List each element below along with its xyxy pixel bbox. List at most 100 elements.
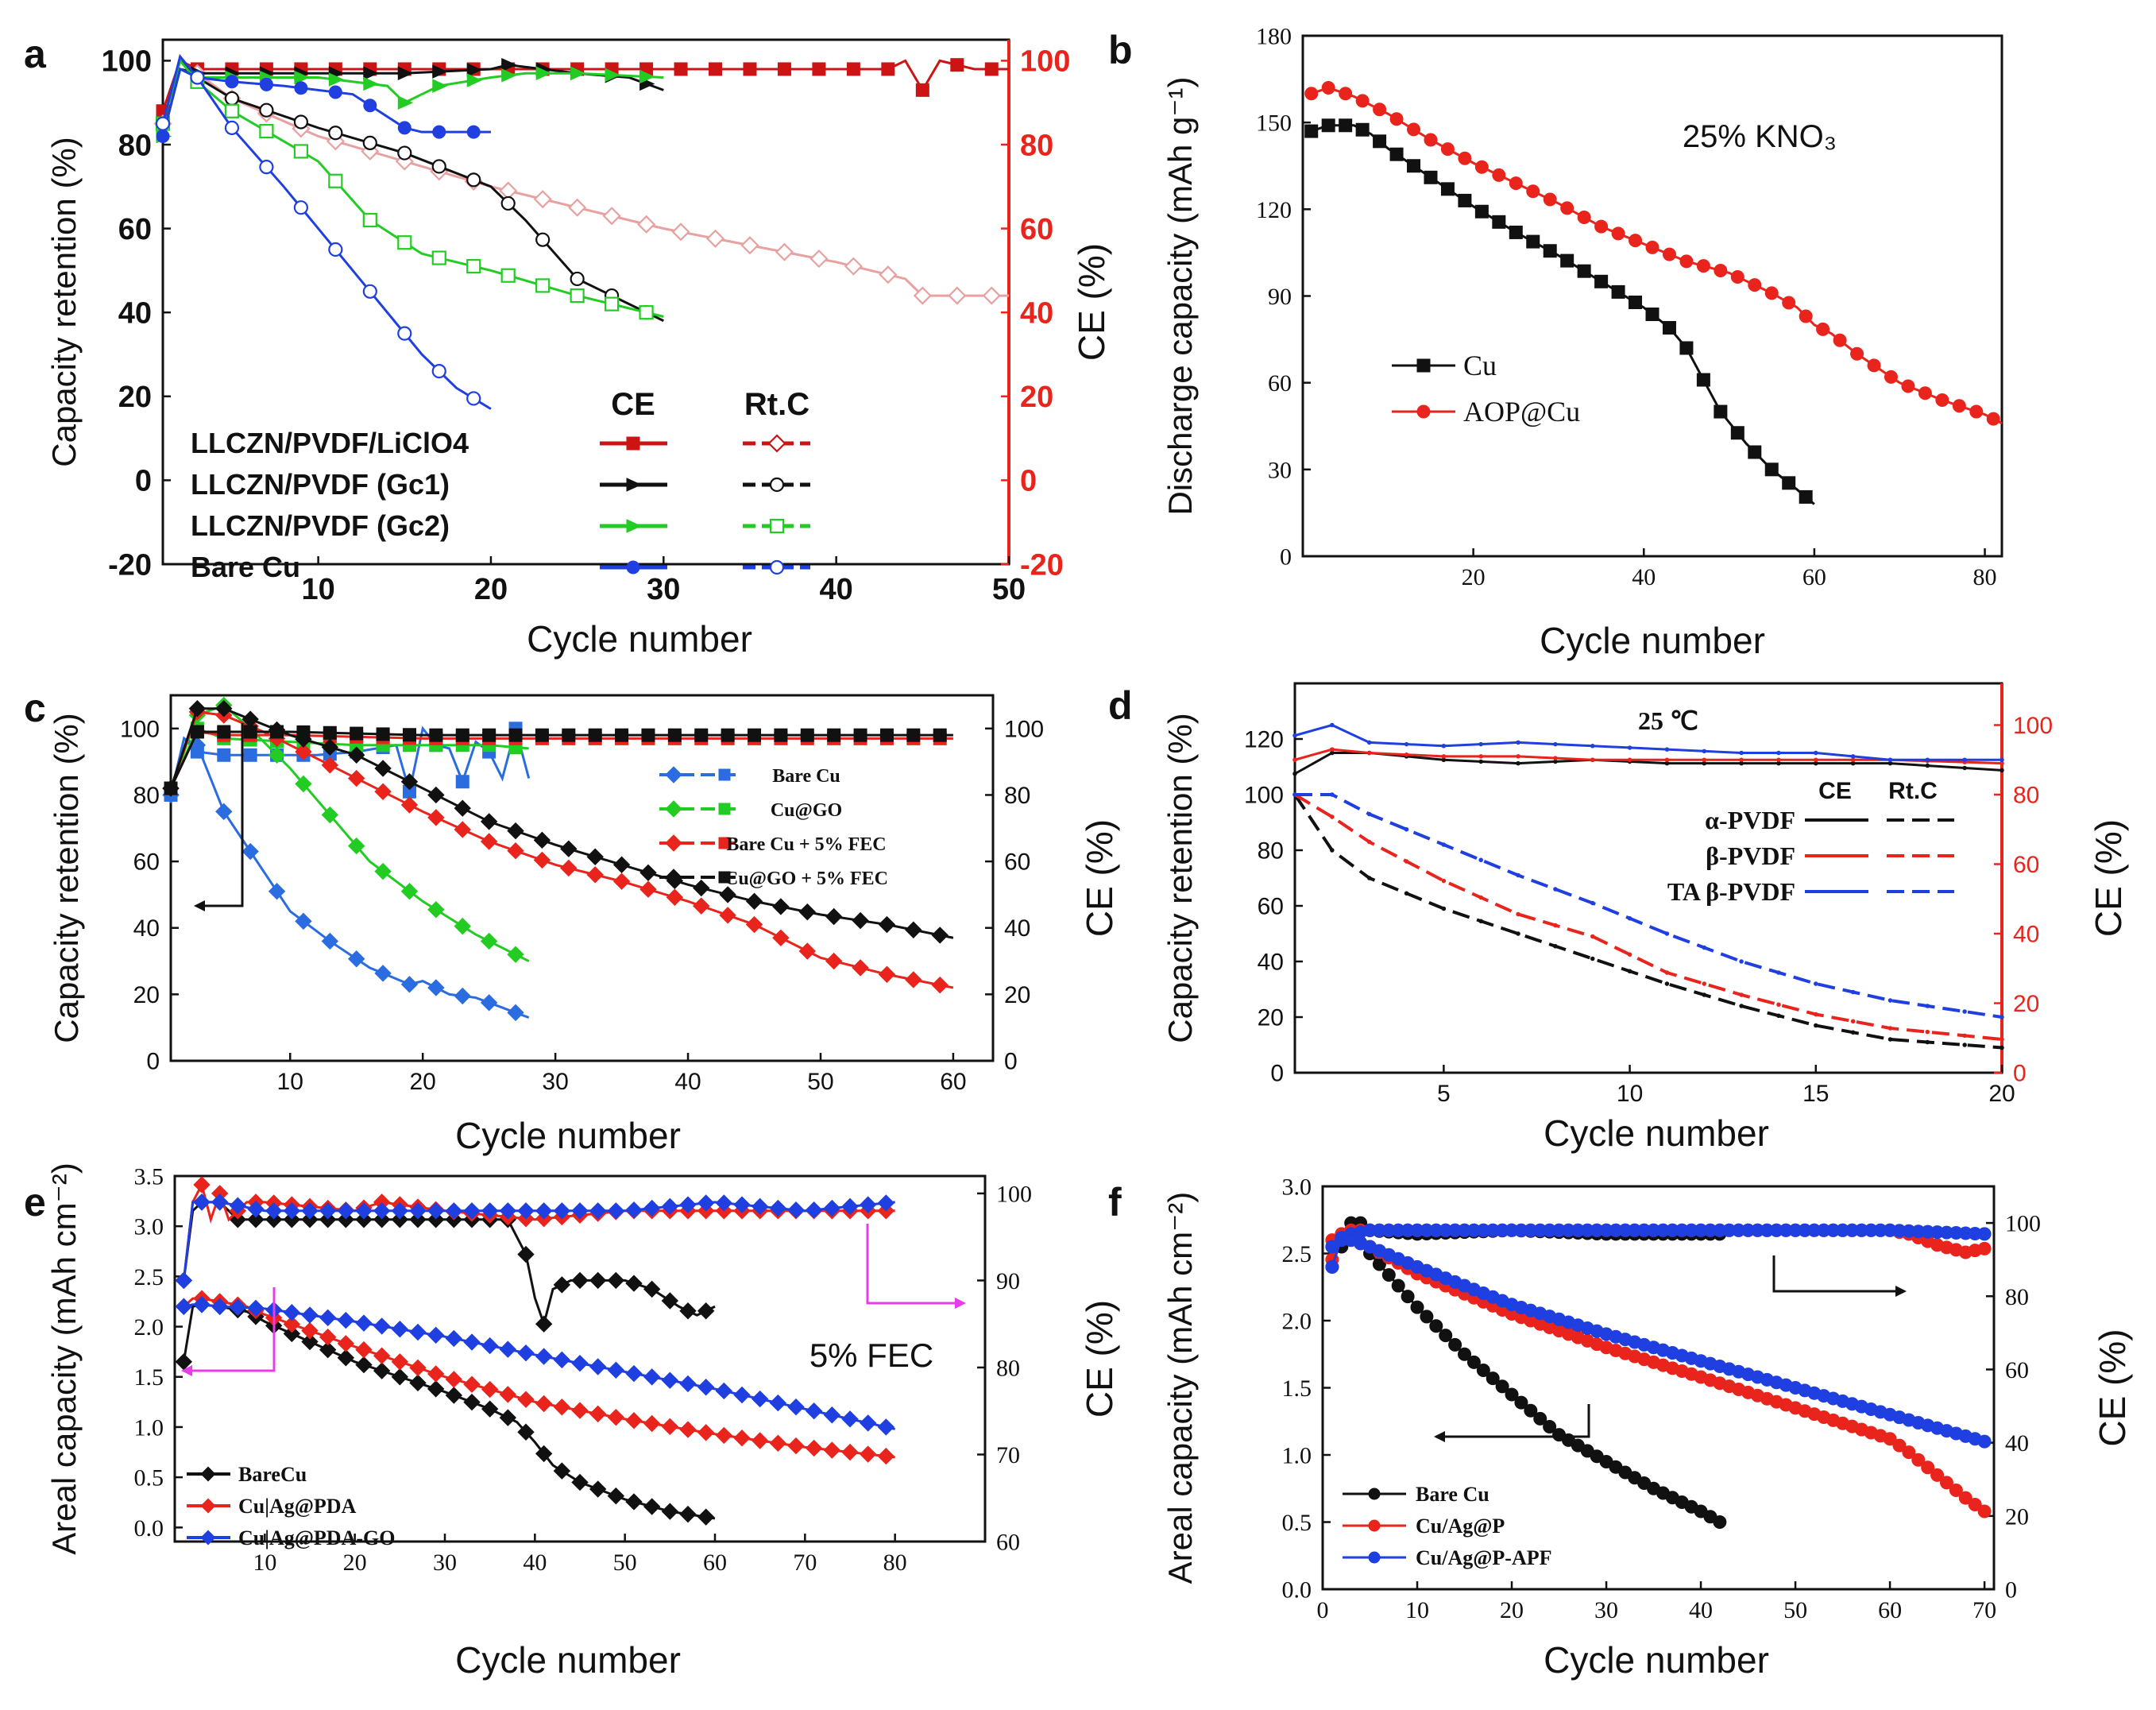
x-tick-label: 60 (1802, 564, 1826, 590)
y-tick-label: 60 (1268, 370, 1292, 397)
y2-tick-label: 60 (2005, 1357, 2029, 1383)
data-point (560, 840, 578, 857)
data-point (1664, 931, 1670, 936)
y-tick-label: 1.5 (134, 1364, 164, 1391)
data-point (1590, 757, 1595, 762)
data-point (1410, 1300, 1424, 1314)
data-point (1664, 760, 1670, 766)
data-point (350, 726, 364, 741)
data-point (427, 1211, 445, 1228)
data-point (1645, 240, 1660, 254)
data-point (1627, 969, 1632, 973)
data-point (481, 1400, 499, 1418)
data-point (1526, 184, 1540, 199)
legend-label: Bare Cu (1416, 1483, 1489, 1506)
y2-axis-title: CE (%) (1071, 243, 1112, 361)
data-point (501, 57, 517, 72)
data-point (1516, 872, 1520, 878)
axis-pointer-arrowhead (194, 900, 205, 911)
legend-marker (718, 837, 731, 849)
y2-tick-label: 80 (1020, 129, 1053, 162)
data-point (1292, 757, 1297, 762)
y2-tick-label: 20 (2005, 1503, 2029, 1530)
data-point (1594, 274, 1609, 288)
data-point (697, 1424, 715, 1441)
data-point (607, 1361, 625, 1379)
data-point (661, 1503, 679, 1520)
data-point (643, 1498, 661, 1515)
data-point (241, 710, 259, 728)
data-point (1389, 147, 1404, 161)
data-point (1730, 269, 1745, 284)
data-point (805, 1439, 823, 1457)
data-point (1887, 1037, 1893, 1042)
data-point (625, 1493, 643, 1511)
y2-tick-label: 100 (2005, 1211, 2041, 1237)
y2-tick-label: 0 (1020, 465, 1037, 498)
data-point (374, 760, 392, 777)
data-point (1814, 981, 1818, 986)
data-point (283, 1202, 301, 1220)
data-point (243, 748, 257, 762)
y-tick-label: 40 (133, 915, 160, 942)
legend-marker (1416, 404, 1431, 419)
data-point (1627, 745, 1632, 750)
data-point (859, 1414, 877, 1432)
data-point (1925, 1004, 1930, 1008)
y-tick-label: 60 (1258, 894, 1284, 920)
legend-label: BareCu (238, 1463, 307, 1486)
data-point (1739, 959, 1744, 964)
data-point (1458, 193, 1472, 207)
data-point (1935, 393, 1949, 407)
data-point (427, 979, 445, 996)
data-point (1429, 1319, 1443, 1333)
data-point (643, 1414, 661, 1433)
data-point (1629, 234, 1643, 248)
data-point (328, 242, 343, 257)
data-point (825, 952, 843, 970)
x-tick-label: 50 (1783, 1597, 1807, 1623)
data-point (499, 1386, 517, 1403)
data-point (1627, 757, 1632, 762)
data-point (480, 994, 498, 1012)
data-point (982, 286, 1001, 305)
data-point (1292, 733, 1297, 738)
data-point (321, 738, 339, 756)
data-point (362, 212, 377, 228)
y-tick-label: 20 (133, 982, 160, 1008)
data-point (697, 1379, 715, 1396)
data-point (323, 725, 337, 740)
data-point (1664, 981, 1670, 986)
data-point (507, 1004, 524, 1022)
y-tick-label: 90 (1268, 284, 1292, 310)
data-point (1962, 1033, 1967, 1039)
data-point (454, 987, 471, 1005)
data-point (661, 1197, 679, 1216)
data-point (1404, 827, 1409, 832)
data-point (466, 172, 481, 188)
data-point (751, 1197, 769, 1216)
data-point (1799, 489, 1813, 504)
data-point (500, 195, 516, 211)
data-point (1330, 747, 1335, 752)
data-point (400, 883, 419, 900)
legend-label: LLCZN/PVDF (Gc1) (191, 468, 450, 501)
data-point (1330, 848, 1335, 853)
data-point (881, 62, 895, 76)
data-point (517, 1344, 535, 1362)
legend-label: α-PVDF (1705, 806, 1795, 834)
data-point (1355, 122, 1370, 137)
left-axis-pointer-head (1434, 1431, 1445, 1442)
data-point (1478, 895, 1483, 900)
data-point (321, 756, 339, 774)
x-axis-title: Cycle number (1540, 620, 1765, 661)
data-point (607, 1408, 625, 1426)
data-point (1679, 254, 1694, 269)
data-point (679, 1302, 697, 1320)
data-point (225, 75, 239, 89)
x-tick-label: 5 (1437, 1081, 1451, 1107)
data-point (877, 1418, 895, 1436)
y-axis-title: Capacity retention (%) (45, 137, 83, 467)
data-point (1902, 1445, 1916, 1460)
data-point (639, 305, 654, 320)
